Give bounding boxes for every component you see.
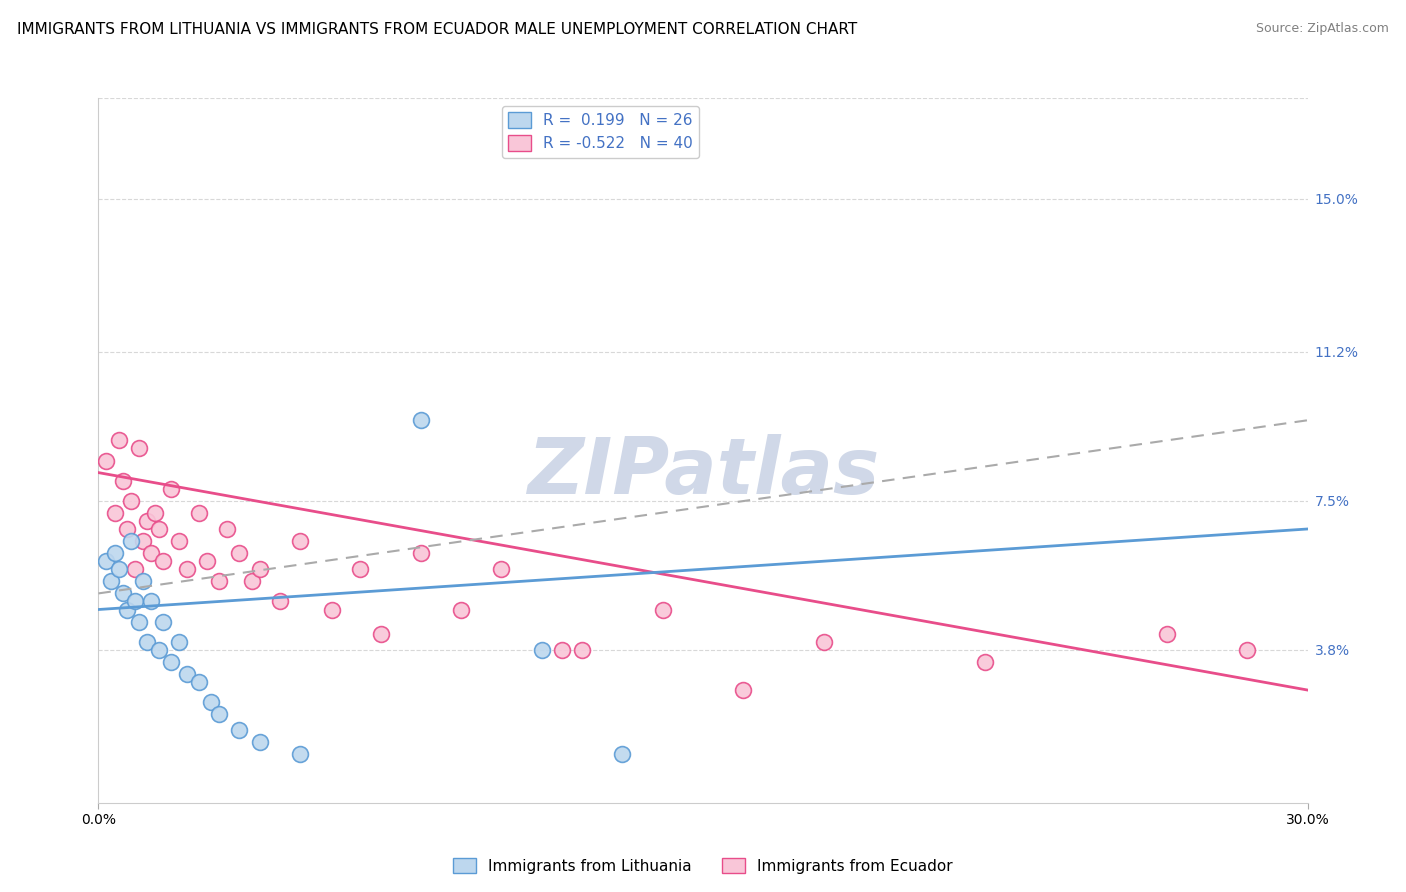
Point bbox=[249, 562, 271, 576]
Point bbox=[321, 602, 343, 616]
Point bbox=[120, 534, 142, 549]
Point bbox=[733, 683, 755, 698]
Point bbox=[208, 707, 231, 722]
Point bbox=[103, 506, 125, 520]
Point bbox=[1236, 642, 1258, 657]
Point bbox=[228, 723, 250, 738]
Point bbox=[176, 667, 198, 681]
Point bbox=[160, 482, 183, 496]
Point bbox=[107, 562, 129, 576]
Point bbox=[96, 554, 118, 568]
Point bbox=[124, 562, 146, 576]
Point bbox=[167, 634, 190, 648]
Legend: Immigrants from Lithuania, Immigrants from Ecuador: Immigrants from Lithuania, Immigrants fr… bbox=[447, 852, 959, 880]
Point bbox=[612, 747, 634, 762]
Point bbox=[176, 562, 198, 576]
Point bbox=[115, 522, 138, 536]
Point bbox=[132, 534, 155, 549]
Point bbox=[530, 642, 553, 657]
Point bbox=[240, 574, 263, 589]
Point bbox=[813, 634, 835, 648]
Point bbox=[1156, 626, 1178, 640]
Point bbox=[409, 546, 432, 560]
Point bbox=[148, 642, 170, 657]
Point bbox=[228, 546, 250, 560]
Point bbox=[195, 554, 218, 568]
Point bbox=[100, 574, 122, 589]
Point bbox=[148, 522, 170, 536]
Point bbox=[269, 594, 291, 608]
Point bbox=[135, 634, 157, 648]
Point bbox=[139, 594, 162, 608]
Point bbox=[188, 506, 211, 520]
Point bbox=[288, 534, 311, 549]
Point bbox=[152, 554, 174, 568]
Point bbox=[651, 602, 673, 616]
Point bbox=[551, 642, 574, 657]
Point bbox=[152, 615, 174, 629]
Point bbox=[188, 675, 211, 690]
Point bbox=[111, 474, 134, 488]
Point bbox=[160, 655, 183, 669]
Point bbox=[143, 506, 166, 520]
Point bbox=[128, 615, 150, 629]
Point bbox=[135, 514, 157, 528]
Point bbox=[450, 602, 472, 616]
Point bbox=[974, 655, 997, 669]
Point bbox=[571, 642, 593, 657]
Point bbox=[349, 562, 371, 576]
Point bbox=[167, 534, 190, 549]
Point bbox=[200, 695, 222, 709]
Point bbox=[132, 574, 155, 589]
Point bbox=[139, 546, 162, 560]
Point bbox=[111, 586, 134, 600]
Point bbox=[370, 626, 392, 640]
Text: Source: ZipAtlas.com: Source: ZipAtlas.com bbox=[1256, 22, 1389, 36]
Point bbox=[107, 434, 129, 448]
Point bbox=[217, 522, 239, 536]
Point bbox=[128, 442, 150, 456]
Text: ZIPatlas: ZIPatlas bbox=[527, 434, 879, 509]
Point bbox=[124, 594, 146, 608]
Point bbox=[96, 453, 118, 467]
Point bbox=[409, 413, 432, 427]
Point bbox=[288, 747, 311, 762]
Text: IMMIGRANTS FROM LITHUANIA VS IMMIGRANTS FROM ECUADOR MALE UNEMPLOYMENT CORRELATI: IMMIGRANTS FROM LITHUANIA VS IMMIGRANTS … bbox=[17, 22, 858, 37]
Point bbox=[120, 493, 142, 508]
Point bbox=[249, 735, 271, 749]
Legend: R =  0.199   N = 26, R = -0.522   N = 40: R = 0.199 N = 26, R = -0.522 N = 40 bbox=[502, 106, 699, 158]
Point bbox=[103, 546, 125, 560]
Point bbox=[208, 574, 231, 589]
Point bbox=[491, 562, 513, 576]
Point bbox=[115, 602, 138, 616]
